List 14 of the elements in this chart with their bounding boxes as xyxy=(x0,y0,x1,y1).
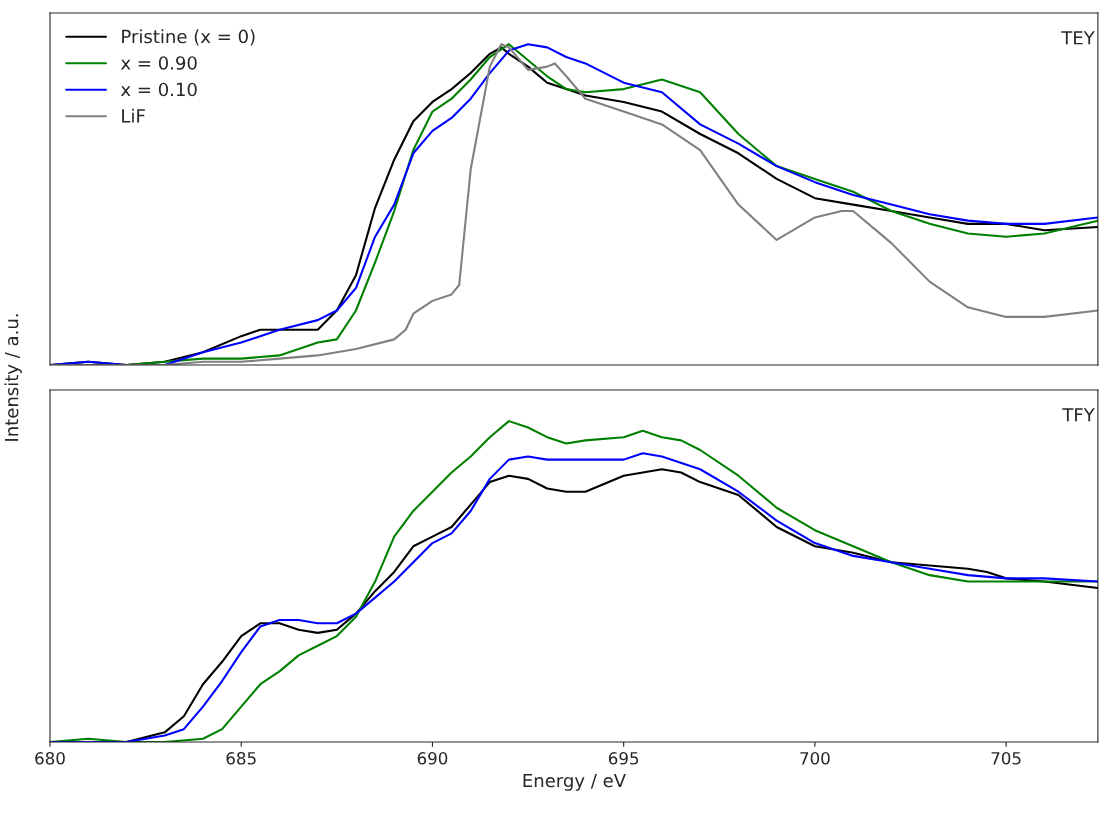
annotation: TEY xyxy=(1061,31,1095,45)
x-tick-label: 690 xyxy=(417,752,448,765)
x-axis-title: Energy / eV xyxy=(523,773,626,791)
y-axis-title: Intensity / a.u. xyxy=(4,314,22,441)
x-tick-label: 705 xyxy=(991,752,1021,765)
legend-label: Pristine (x = 0) xyxy=(122,29,255,46)
x-tick-label: 680 xyxy=(35,752,65,765)
annotation: TFY xyxy=(1062,408,1095,422)
legend-label: x = 0.10 xyxy=(120,82,197,97)
x-tick-label: 695 xyxy=(608,752,639,765)
legend-label: x = 0.90 xyxy=(120,56,197,70)
x-tick-label: 700 xyxy=(800,752,830,765)
x-tick-label: 685 xyxy=(226,752,256,765)
legend-label: LiF xyxy=(122,108,145,123)
